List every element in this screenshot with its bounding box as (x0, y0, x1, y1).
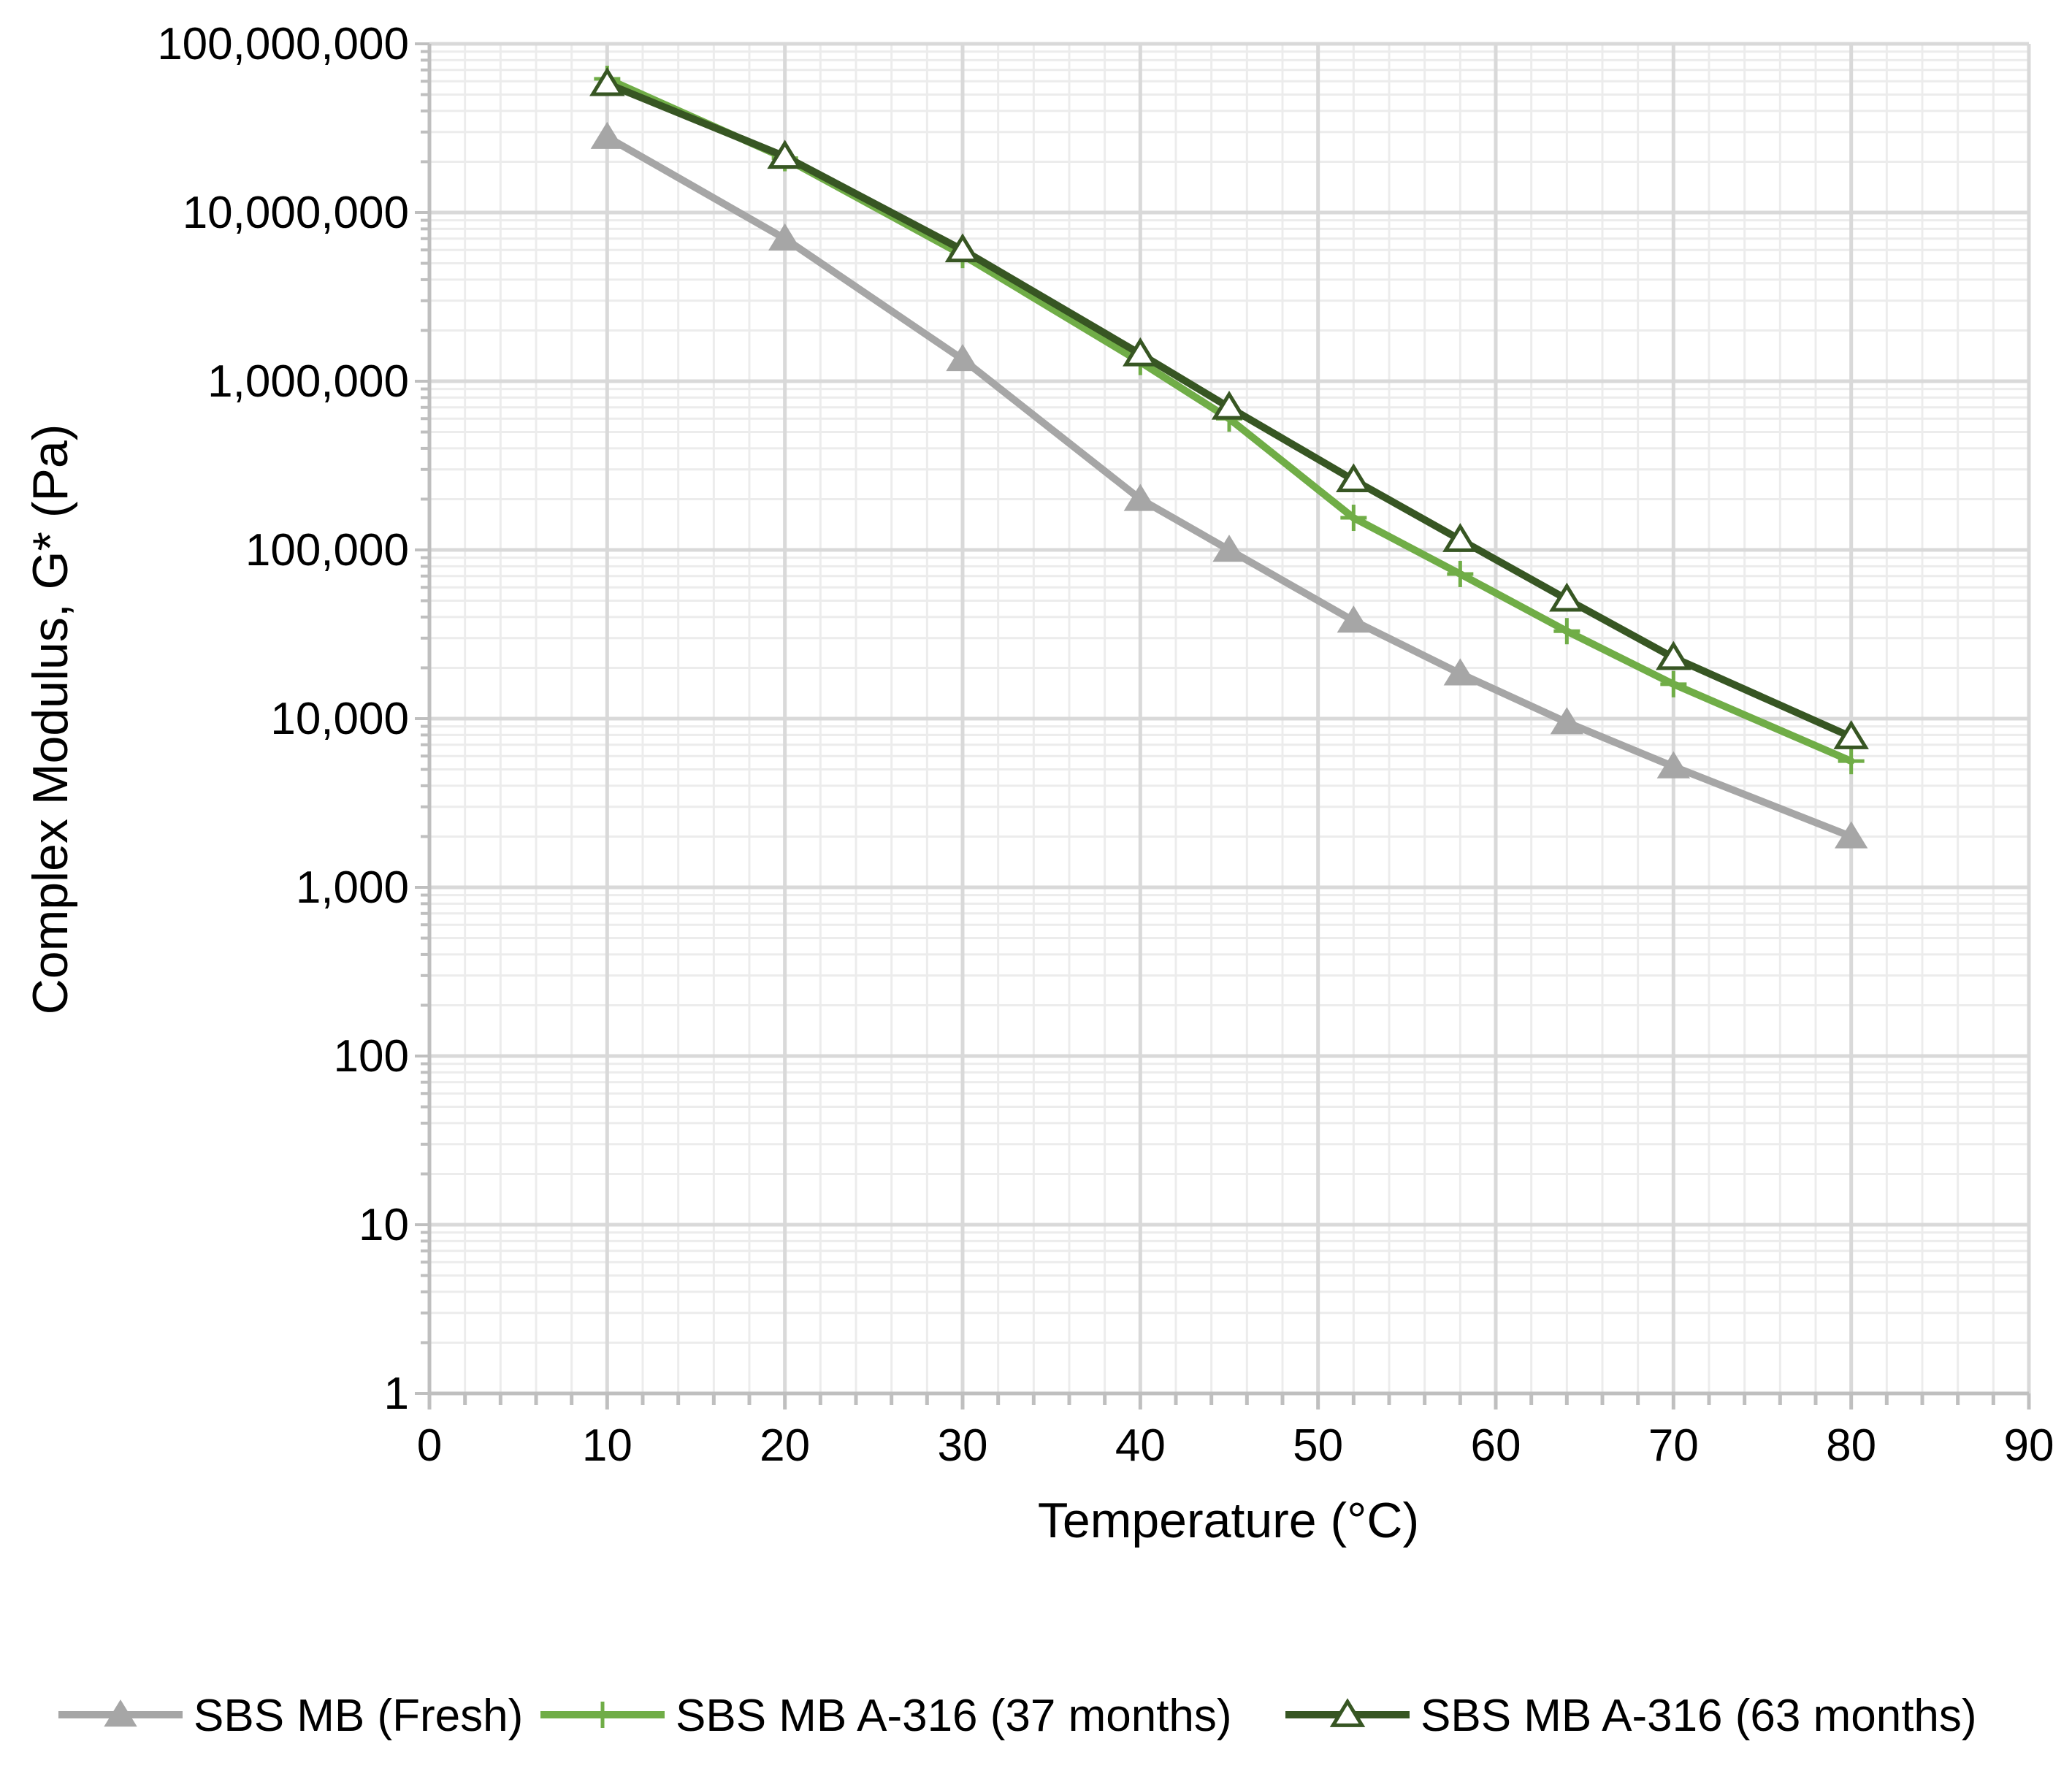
data-point (1211, 390, 1247, 420)
data-point (946, 343, 979, 372)
data-point (589, 66, 625, 96)
data-point (1656, 640, 1691, 670)
y-tick-label: 10,000 (270, 694, 409, 744)
legend-label: SBS MB A-316 (63 months) (1421, 1691, 1977, 1741)
y-tick-label: 1 (384, 1369, 409, 1419)
data-point (1549, 582, 1585, 612)
x-tick-label: 0 (417, 1420, 442, 1471)
data-point (1656, 751, 1691, 779)
x-tick-label: 50 (1293, 1420, 1343, 1471)
y-tick-label: 100,000,000 (157, 19, 409, 69)
x-tick-label: 60 (1471, 1420, 1521, 1471)
legend-swatch-marker (1329, 1698, 1366, 1727)
data-point (1833, 720, 1869, 749)
data-point (1838, 748, 1865, 775)
data-point (1442, 523, 1478, 552)
x-tick-label: 70 (1648, 1420, 1699, 1471)
legend-label: SBS MB A-316 (37 months) (676, 1691, 1232, 1741)
data-point (1660, 670, 1687, 697)
data-point (768, 223, 802, 250)
legend-swatch-marker (589, 1702, 616, 1728)
legend-label: SBS MB (Fresh) (194, 1691, 523, 1741)
x-tick-label: 90 (2004, 1420, 2054, 1471)
y-tick-label: 10 (359, 1200, 409, 1250)
data-point (1336, 463, 1372, 493)
y-tick-label: 1,000,000 (207, 356, 409, 407)
data-point (590, 121, 624, 149)
legend-item-2: SBS MB A-316 (37 months) (540, 1691, 1232, 1741)
data-point (1443, 658, 1477, 686)
series-1 (590, 121, 1868, 849)
y-axis-title: Complex Modulus, G* (Pa) (23, 424, 78, 1015)
data-point (767, 139, 803, 169)
x-axis-title: Temperature (°C) (1038, 1493, 1419, 1548)
y-tick-label: 100 (334, 1031, 409, 1082)
tick-labels: 0 10 20 30 40 50 60 70 80 90 1 10 100 1,000 10,000 100,… (157, 19, 2054, 1471)
legend-swatch-marker (104, 1699, 137, 1727)
gridlines (427, 42, 2031, 1396)
series-line (603, 80, 1855, 741)
axes (415, 42, 2031, 1409)
data-point (1123, 483, 1158, 511)
series-3 (589, 66, 1869, 749)
x-tick-label: 30 (938, 1420, 988, 1471)
y-tick-label: 1,000 (296, 862, 409, 913)
y-tick-label: 10,000,000 (183, 188, 409, 238)
x-tick-label: 20 (760, 1420, 810, 1471)
x-tick-label: 10 (582, 1420, 632, 1471)
data-point (1123, 337, 1158, 367)
data-point (1212, 535, 1246, 562)
legend-item-3: SBS MB A-316 (63 months) (1285, 1691, 1977, 1741)
data-point (1447, 560, 1474, 587)
data-point (1553, 618, 1580, 645)
data-point (944, 233, 981, 263)
data-point (1834, 821, 1868, 849)
legend: SBS MB (Fresh) SBS MB A-316 (37 months) SB… (58, 1691, 1977, 1741)
series-line (603, 133, 1855, 841)
data-point (1550, 707, 1584, 735)
legend-item-1: SBS MB (Fresh) (58, 1691, 523, 1741)
x-tick-label: 40 (1115, 1420, 1166, 1471)
data-point (1340, 505, 1367, 532)
data-point (1337, 605, 1371, 633)
series-lines (589, 65, 1869, 849)
y-tick-label: 100,000 (245, 525, 409, 575)
x-tick-label: 80 (1826, 1420, 1876, 1471)
